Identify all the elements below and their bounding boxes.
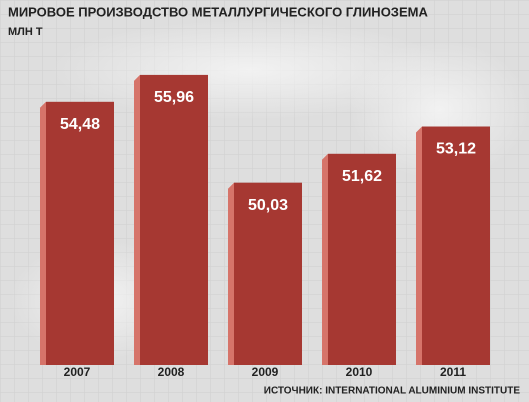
x-tick-label: 2008: [158, 365, 185, 379]
chart-subtitle: МЛН Т: [8, 26, 43, 38]
bar-side: [228, 182, 234, 365]
x-tick-label: 2007: [64, 365, 91, 379]
bar: [234, 182, 302, 365]
value-label: 51,62: [342, 168, 382, 185]
value-label: 50,03: [248, 197, 288, 214]
bar-side: [134, 74, 140, 365]
x-tick-label: 2009: [252, 365, 279, 379]
bar: [328, 153, 396, 365]
value-label: 54,48: [60, 116, 100, 133]
x-tick-label: 2010: [346, 365, 373, 379]
bar: [140, 74, 208, 365]
x-tick-label: 2011: [440, 365, 466, 379]
value-label: 53,12: [436, 141, 476, 158]
chart-title: МИРОВОЕ ПРОИЗВОДСТВО МЕТАЛЛУРГИЧЕСКОГО Г…: [8, 4, 428, 19]
bar-side: [416, 126, 422, 365]
value-label: 55,96: [154, 89, 194, 106]
bar-side: [322, 153, 328, 365]
source-note: ИСТОЧНИК: INTERNATIONAL ALUMINIUM INSTIT…: [264, 386, 521, 397]
bar: [422, 126, 490, 365]
bar-side: [40, 101, 46, 366]
bar: [46, 101, 114, 366]
